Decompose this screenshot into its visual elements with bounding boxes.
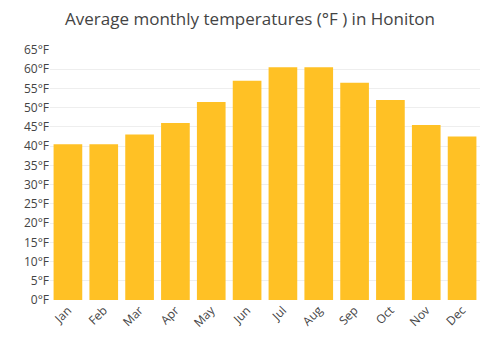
svg-text:25°F: 25°F	[24, 195, 49, 212]
svg-text:Aug: Aug	[299, 302, 327, 330]
svg-text:65°F: 65°F	[24, 41, 49, 58]
svg-text:55°F: 55°F	[24, 80, 49, 97]
svg-text:Nov: Nov	[406, 302, 434, 330]
svg-text:Apr: Apr	[156, 302, 182, 328]
svg-text:Jun: Jun	[229, 302, 254, 327]
svg-text:50°F: 50°F	[24, 99, 49, 116]
svg-text:Oct: Oct	[372, 302, 398, 328]
svg-text:Feb: Feb	[84, 302, 110, 328]
svg-text:45°F: 45°F	[24, 118, 49, 135]
svg-text:Mar: Mar	[119, 302, 147, 330]
svg-text:10°F: 10°F	[24, 253, 49, 270]
svg-text:Average monthly temperatures (: Average monthly temperatures (°F ) in Ho…	[65, 7, 435, 30]
svg-text:30°F: 30°F	[24, 176, 49, 193]
svg-text:35°F: 35°F	[24, 157, 49, 174]
svg-text:15°F: 15°F	[24, 234, 49, 251]
svg-text:5°F: 5°F	[31, 272, 49, 289]
svg-text:60°F: 60°F	[24, 60, 49, 77]
svg-text:Jul: Jul	[268, 302, 290, 324]
svg-text:May: May	[190, 301, 219, 330]
svg-text:0°F: 0°F	[31, 291, 49, 308]
svg-text:20°F: 20°F	[24, 214, 49, 231]
svg-text:Jan: Jan	[50, 302, 75, 327]
svg-text:Dec: Dec	[442, 302, 469, 329]
svg-text:40°F: 40°F	[24, 137, 49, 154]
svg-text:Sep: Sep	[335, 302, 362, 329]
